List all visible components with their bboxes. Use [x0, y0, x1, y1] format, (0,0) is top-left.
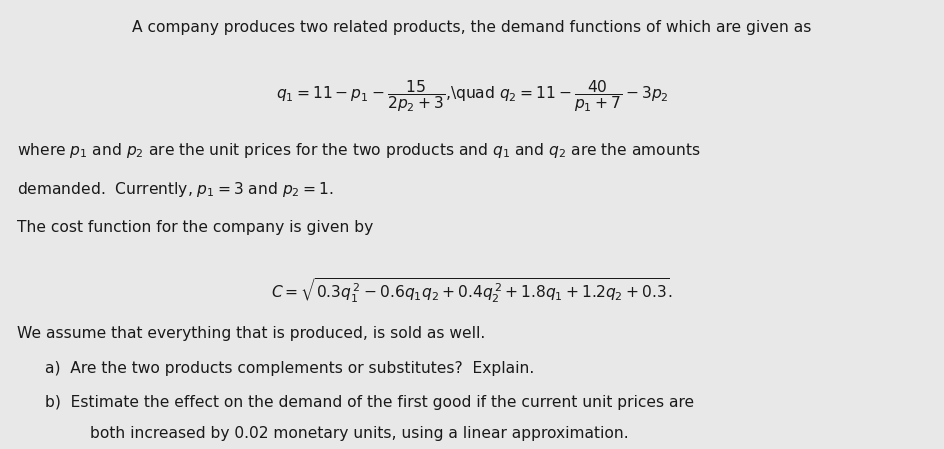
Text: $C = \sqrt{0.3q_1^{\,2} - 0.6q_1 q_2 + 0.4q_2^{\,2} + 1.8q_1 + 1.2q_2 + 0.3}.$: $C = \sqrt{0.3q_1^{\,2} - 0.6q_1 q_2 + 0…	[271, 276, 673, 304]
Text: demanded.  Currently, $p_1 = 3$ and $p_2 = 1$.: demanded. Currently, $p_1 = 3$ and $p_2 …	[17, 180, 333, 198]
Text: A company produces two related products, the demand functions of which are given: A company produces two related products,…	[132, 20, 812, 35]
Text: We assume that everything that is produced, is sold as well.: We assume that everything that is produc…	[17, 326, 485, 340]
Text: The cost function for the company is given by: The cost function for the company is giv…	[17, 220, 373, 235]
Text: both increased by 0.02 monetary units, using a linear approximation.: both increased by 0.02 monetary units, u…	[90, 426, 629, 440]
Text: where $p_1$ and $p_2$ are the unit prices for the two products and $q_1$ and $q_: where $p_1$ and $p_2$ are the unit price…	[17, 141, 700, 160]
Text: a)  Are the two products complements or substitutes?  Explain.: a) Are the two products complements or s…	[45, 361, 534, 376]
Text: $q_1 = 11 - p_1 - \dfrac{15}{2p_2 + 3}$,\quad $q_2 = 11 - \dfrac{40}{p_1 + 7} - : $q_1 = 11 - p_1 - \dfrac{15}{2p_2 + 3}$,…	[276, 79, 668, 114]
Text: b)  Estimate the effect on the demand of the first good if the current unit pric: b) Estimate the effect on the demand of …	[45, 395, 695, 410]
